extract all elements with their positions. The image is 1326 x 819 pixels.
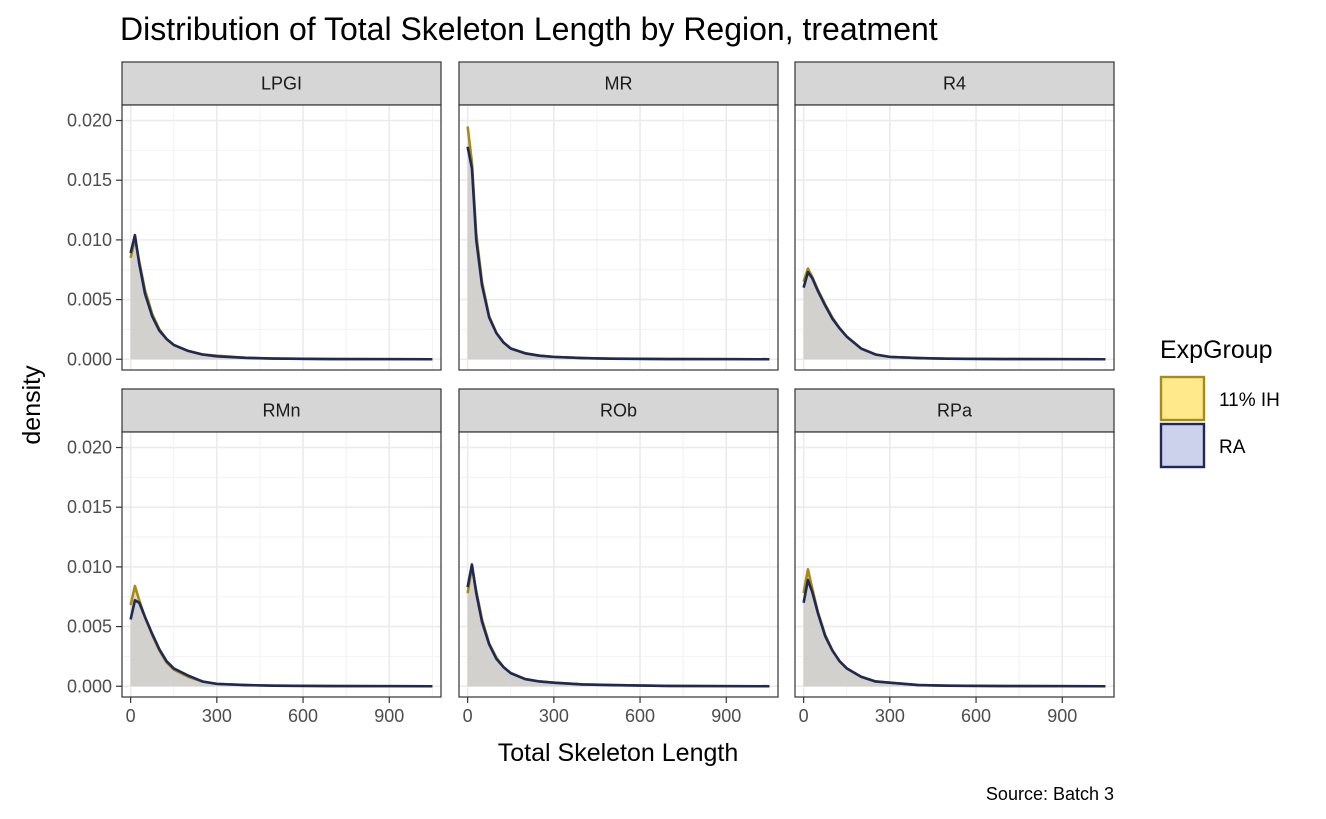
panel-background <box>122 432 441 697</box>
x-tick-label: 900 <box>1047 706 1077 726</box>
chart-caption: Source: Batch 3 <box>986 784 1114 804</box>
facet-strip <box>794 61 1115 106</box>
x-tick-label: 600 <box>961 706 991 726</box>
facet-panel: LPGI 0.000 0.005 0.010 0.015 0.020 <box>67 61 442 371</box>
x-tick-label: 600 <box>625 706 655 726</box>
panel-background <box>795 105 1114 370</box>
facet-strip <box>121 61 442 106</box>
panel-background <box>795 432 1114 697</box>
panel-background <box>459 432 778 697</box>
facet-strip <box>121 388 442 433</box>
x-tick-label: 300 <box>539 706 569 726</box>
density-line <box>466 146 770 361</box>
legend: ExpGroup 11% IH RA <box>1159 336 1280 469</box>
density-line <box>802 578 1106 688</box>
density-area <box>803 272 1106 360</box>
facet-label: LPGI <box>261 74 302 94</box>
density-area <box>467 564 770 687</box>
panel-background <box>122 105 441 370</box>
y-tick-label: 0.005 <box>67 290 112 310</box>
facet-panel: RMn 0.000 0.005 0.010 0.015 0.020 0 300 600 900 <box>67 388 442 726</box>
chart-title: Distribution of Total Skeleton Length by… <box>120 11 938 47</box>
x-axis-label: Total Skeleton Length <box>498 739 738 767</box>
y-tick-label: 0.000 <box>67 349 112 369</box>
y-tick-label: 0.010 <box>67 230 112 250</box>
y-tick-label: 0.010 <box>67 557 112 577</box>
facet-label: R4 <box>943 74 966 94</box>
legend-key <box>1159 422 1206 469</box>
facet-panel: R4 <box>794 61 1115 371</box>
legend-key <box>1159 375 1206 422</box>
legend-label: 11% IH <box>1219 390 1280 411</box>
legend-label: RA <box>1219 437 1246 458</box>
facet-label: MR <box>605 74 633 94</box>
facet-label: RPa <box>937 401 973 421</box>
legend-item: 11% IH <box>1159 375 1280 422</box>
y-tick-label: 0.020 <box>67 111 112 131</box>
facet-panels: LPGI 0.000 0.005 0.010 0.015 0.020 MR R4 RMn 0.00… <box>67 61 1115 726</box>
x-tick-label: 0 <box>463 706 473 726</box>
density-line <box>129 233 433 361</box>
density-line <box>466 563 770 688</box>
panel-border <box>794 104 1115 371</box>
density-area <box>803 580 1106 687</box>
x-tick-label: 0 <box>799 706 809 726</box>
facet-strip <box>458 61 779 106</box>
panel-border <box>121 104 442 371</box>
panel-border <box>794 431 1115 698</box>
x-tick-label: 900 <box>374 706 404 726</box>
panel-border <box>458 104 779 371</box>
panel-background <box>459 105 778 370</box>
y-tick-label: 0.020 <box>67 438 112 458</box>
x-tick-label: 300 <box>875 706 905 726</box>
facet-panel: MR <box>458 61 779 371</box>
x-tick-label: 0 <box>126 706 136 726</box>
facet-panel: RPa 0 300 600 900 <box>794 388 1115 726</box>
facet-panel: ROb 0 300 600 900 <box>458 388 779 726</box>
x-tick-label: 300 <box>202 706 232 726</box>
legend-item: RA <box>1159 422 1246 469</box>
density-line <box>129 599 433 688</box>
density-area <box>130 235 433 360</box>
legend-title: ExpGroup <box>1160 336 1273 364</box>
panel-border <box>458 431 779 698</box>
x-tick-label: 900 <box>711 706 741 726</box>
density-area <box>467 146 770 360</box>
density-area <box>130 600 433 687</box>
facet-label: ROb <box>600 401 637 421</box>
y-tick-label: 0.000 <box>67 676 112 696</box>
y-tick-label: 0.015 <box>67 170 112 190</box>
facet-label: RMn <box>262 401 300 421</box>
panel-border <box>121 431 442 698</box>
y-axis-label: density <box>18 365 46 445</box>
y-tick-label: 0.005 <box>67 617 112 637</box>
x-tick-label: 600 <box>288 706 318 726</box>
density-line <box>802 270 1106 361</box>
facet-strip <box>794 388 1115 433</box>
y-tick-label: 0.015 <box>67 497 112 517</box>
